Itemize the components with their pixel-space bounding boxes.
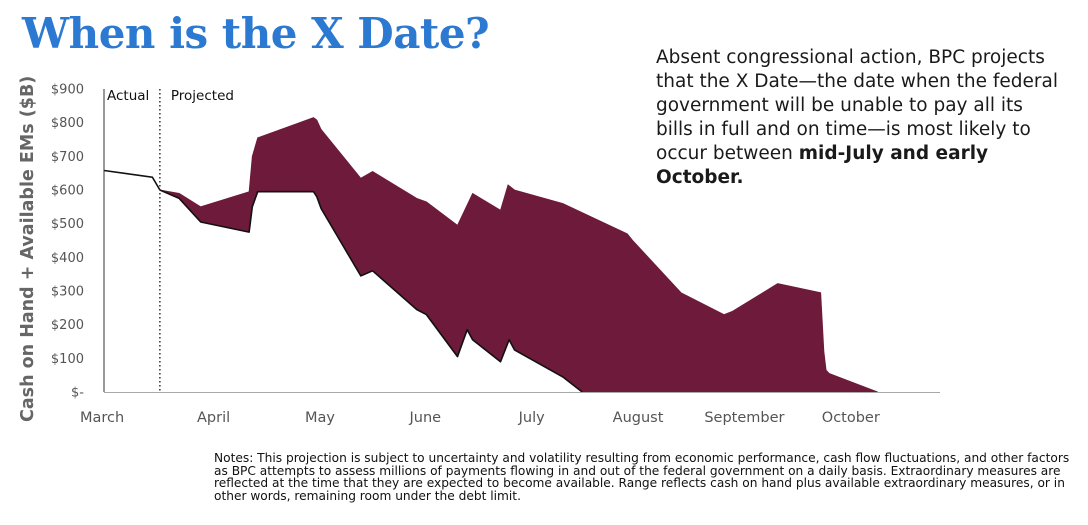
y-tick-label: $800 <box>51 116 84 131</box>
page-title: When is the X Date? <box>22 9 490 58</box>
x-date-chart: $- $100 $200 $300 $400 $500 $600 $700 $800 $900 Ma… <box>51 83 940 426</box>
projected-label: Projected <box>171 88 234 104</box>
y-tick-label: $- <box>71 386 84 401</box>
callout-text: Absent congressional action, BPC project… <box>656 47 1058 164</box>
notes-text: Notes: This projection is subject to unc… <box>214 451 1070 503</box>
x-tick-label: October <box>822 410 880 426</box>
y-tick-label: $900 <box>51 83 84 98</box>
x-tick-label: March <box>80 410 124 426</box>
y-tick-label: $200 <box>51 318 84 333</box>
y-tick-label: $600 <box>51 184 84 199</box>
actual-line <box>103 169 161 191</box>
y-tick-label: $700 <box>51 150 84 165</box>
y-tick-label: $300 <box>51 285 84 300</box>
y-tick-label: $500 <box>51 217 84 232</box>
y-tick-label: $100 <box>51 352 84 367</box>
x-tick-label: May <box>305 410 335 426</box>
x-date-callout: Absent congressional action, BPC project… <box>656 46 1061 190</box>
projected-range-area <box>159 117 878 393</box>
x-tick-label: April <box>197 410 230 426</box>
y-tick-label: $400 <box>51 251 84 266</box>
x-tick-label: August <box>613 410 664 426</box>
x-tick-label: July <box>518 410 545 426</box>
x-tick-label: June <box>409 410 442 426</box>
x-tick-label: September <box>704 410 784 426</box>
callout-highlight: mid-July and early October. <box>656 143 989 188</box>
lower-bound-line <box>159 189 583 393</box>
actual-label: Actual <box>107 88 149 104</box>
